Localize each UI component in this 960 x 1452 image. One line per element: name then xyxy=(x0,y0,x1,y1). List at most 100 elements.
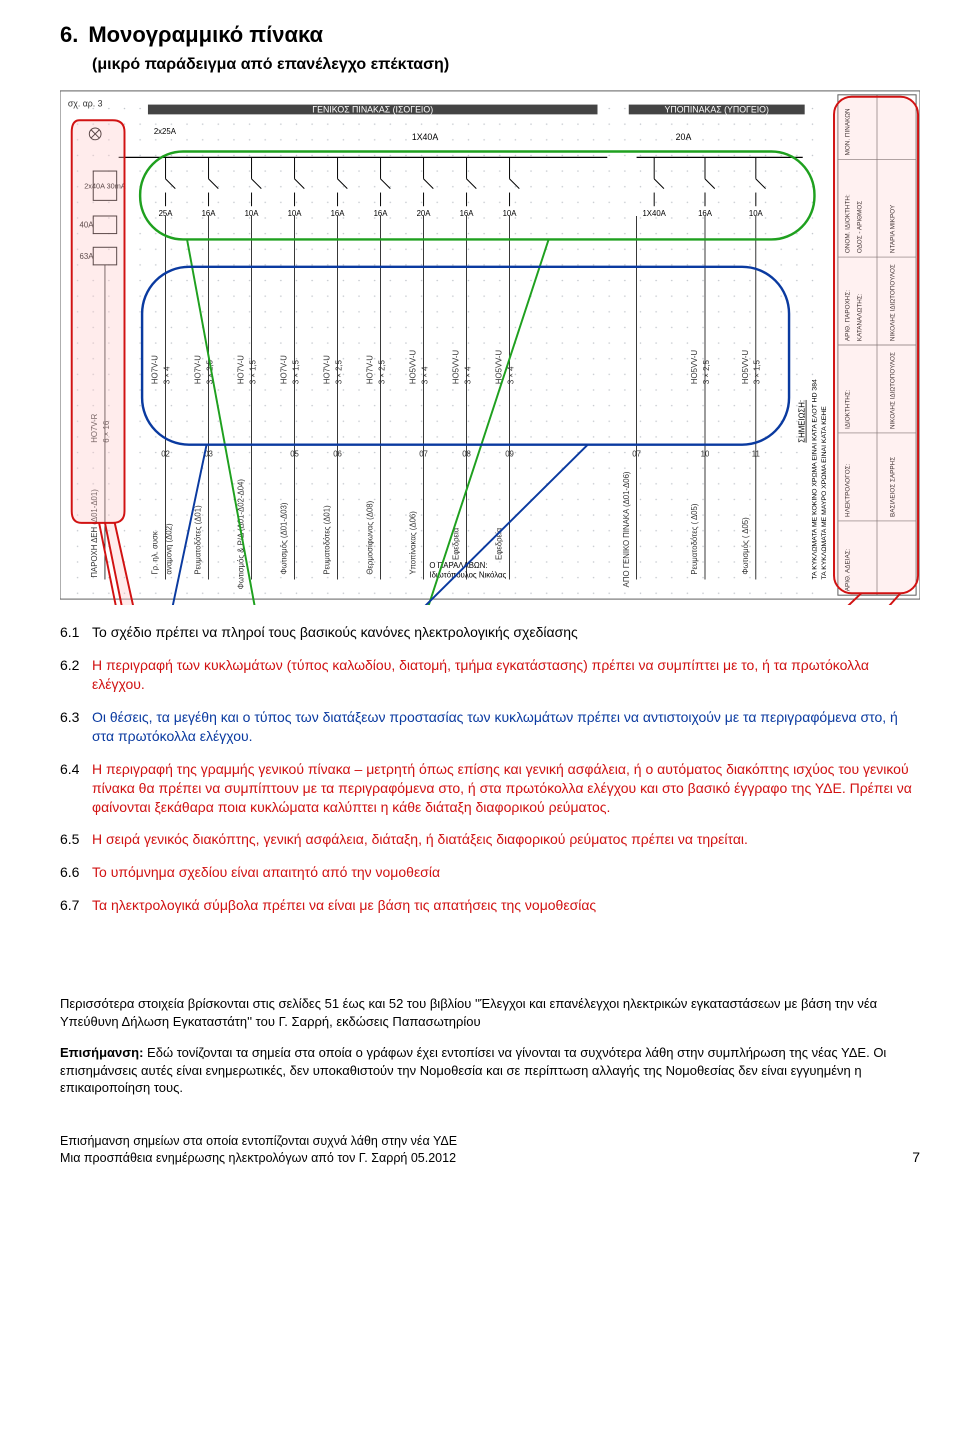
svg-text:10A: 10A xyxy=(503,209,518,218)
svg-text:3 × 4: 3 × 4 xyxy=(420,366,429,384)
svg-text:06: 06 xyxy=(333,450,342,459)
header-left: ΓΕΝΙΚΟΣ ΠΙΝΑΚΑΣ (ΙΣΟΓΕΙΟ) xyxy=(312,105,433,115)
receiver-label: Ο ΠΑΡΑΛΑΒΩΝ: xyxy=(429,561,487,570)
svg-text:3 × 1,5: 3 × 1,5 xyxy=(753,360,762,385)
notes-title: ΣΗΜΕΙΩΣΗ: xyxy=(798,400,807,443)
svg-text:Φωτισμός ( Δ05): Φωτισμός ( Δ05) xyxy=(741,517,750,575)
single-line-diagram: σχ. αρ. 3 ΓΕΝΙΚΟΣ ΠΙΝΑΚΑΣ (ΙΣΟΓΕΙΟ) ΥΠΟΠ… xyxy=(60,85,920,605)
svg-text:αναμονή (Δ02): αναμονή (Δ02) xyxy=(164,523,173,575)
footer-note: Επισήμανση: Εδώ τονίζονται τα σημεία στα… xyxy=(60,1044,920,1097)
svg-text:16A: 16A xyxy=(460,209,475,218)
drawing-number: σχ. αρ. 3 xyxy=(68,99,103,109)
page-footer: Επισήμανση σημείων στα οποία εντοπίζοντα… xyxy=(60,1133,920,1167)
clause-text: Η σειρά γενικός διακόπτης, γενική ασφάλε… xyxy=(92,830,920,849)
svg-text:3 × 1,5: 3 × 1,5 xyxy=(291,360,300,385)
clause-text: Η περιγραφή της γραμμής γενικού πίνακα –… xyxy=(92,760,920,817)
svg-text:07: 07 xyxy=(632,450,641,459)
svg-text:Ρευματοδότες (Δ01): Ρευματοδότες (Δ01) xyxy=(323,505,332,575)
svg-text:Ρευματοδότες ( Δ05): Ρευματοδότες ( Δ05) xyxy=(690,503,699,575)
svg-text:20A: 20A xyxy=(417,209,432,218)
heading-title: Μονογραμμικό πίνακα xyxy=(88,20,323,50)
svg-text:HO7V-U: HO7V-U xyxy=(280,355,289,384)
footer-note-label: Επισήμανση: xyxy=(60,1045,143,1060)
clause-list: 6.1 Το σχέδιο πρέπει να πληροί τους βασι… xyxy=(60,623,920,915)
svg-text:3 × 2,5: 3 × 2,5 xyxy=(334,360,343,385)
svg-text:08: 08 xyxy=(462,450,471,459)
clause-6-7: 6.7 Τα ηλεκτρολογικά σύμβολα πρέπει να ε… xyxy=(60,896,920,915)
clause-text: Το σχέδιο πρέπει να πληροί τους βασικούς… xyxy=(92,623,920,642)
footer-line2: Μια προσπάθεια ενημέρωσης ηλεκτρολόγων α… xyxy=(60,1150,457,1167)
feeder-label: 2x25A xyxy=(154,127,177,136)
section-heading: 6. Μονογραμμικό πίνακα xyxy=(60,20,920,50)
svg-text:HO5VV-U: HO5VV-U xyxy=(409,350,418,385)
heading-number: 6. xyxy=(60,20,78,50)
footer-line1: Επισήμανση σημείων στα οποία εντοπίζοντα… xyxy=(60,1133,457,1150)
svg-text:Ρευματοδότες (Δ01): Ρευματοδότες (Δ01) xyxy=(194,505,203,575)
red-callout-right xyxy=(834,97,918,593)
footer-left: Επισήμανση σημείων στα οποία εντοπίζοντα… xyxy=(60,1133,457,1167)
svg-text:1X40A: 1X40A xyxy=(642,209,666,218)
clause-6-4: 6.4 Η περιγραφή της γραμμής γενικού πίνα… xyxy=(60,760,920,817)
svg-text:10A: 10A xyxy=(288,209,303,218)
svg-text:HO5VV-U: HO5VV-U xyxy=(741,350,750,385)
svg-text:HO7V-U: HO7V-U xyxy=(237,355,246,384)
clause-num: 6.1 xyxy=(60,623,92,642)
page-number: 7 xyxy=(912,1148,920,1167)
svg-text:16A: 16A xyxy=(698,209,713,218)
svg-text:3 × 2,5: 3 × 2,5 xyxy=(377,360,386,385)
svg-text:HO5VV-U: HO5VV-U xyxy=(452,350,461,385)
svg-text:HO7V-U: HO7V-U xyxy=(366,355,375,384)
svg-text:07: 07 xyxy=(419,450,428,459)
ix1: 1X40A xyxy=(412,132,439,142)
svg-text:Φωτισμός (Δ01-Δ03): Φωτισμός (Δ01-Δ03) xyxy=(280,502,289,575)
svg-text:05: 05 xyxy=(290,450,299,459)
svg-text:16A: 16A xyxy=(331,209,346,218)
svg-text:3 × 1,5: 3 × 1,5 xyxy=(248,360,257,385)
footer-section: Περισσότερα στοιχεία βρίσκονται στις σελ… xyxy=(60,995,920,1097)
ix2: 20A xyxy=(676,132,692,142)
svg-text:3 × 4: 3 × 4 xyxy=(506,366,515,384)
svg-text:Υποπίνακας (Δ06): Υποπίνακας (Δ06) xyxy=(409,511,418,575)
header-right: ΥΠΟΠΙΝΑΚΑΣ (ΥΠΟΓΕΙΟ) xyxy=(665,105,770,115)
clause-num: 6.4 xyxy=(60,760,92,817)
svg-text:3 × 4: 3 × 4 xyxy=(463,366,472,384)
clause-6-2: 6.2 Η περιγραφή των κυκλωμάτων (τύπος κα… xyxy=(60,656,920,694)
clause-6-3: 6.3 Οι θέσεις, τα μεγέθη και ο τύπος των… xyxy=(60,708,920,746)
svg-text:HO7V-U: HO7V-U xyxy=(151,355,160,384)
clause-num: 6.7 xyxy=(60,896,92,915)
svg-text:ΤΑ ΚΥΚΛΩΜΑΤΑ ΜΕ ΚΟΚΙΝΟ ΧΡΩΜΑ Ε: ΤΑ ΚΥΚΛΩΜΑΤΑ ΜΕ ΚΟΚΙΝΟ ΧΡΩΜΑ ΕΙΝΑΙ ΚΑΤΑ … xyxy=(811,379,818,580)
svg-text:25A: 25A xyxy=(159,209,174,218)
svg-text:HO7V-U: HO7V-U xyxy=(194,355,203,384)
svg-text:09: 09 xyxy=(505,450,514,459)
footer-more-info: Περισσότερα στοιχεία βρίσκονται στις σελ… xyxy=(60,995,920,1030)
clause-text: Το υπόμνημα σχεδίου είναι απαιτητό από τ… xyxy=(92,863,920,882)
clause-6-1: 6.1 Το σχέδιο πρέπει να πληροί τους βασι… xyxy=(60,623,920,642)
svg-text:ΑΠΟ ΓΕΝΙΚΟ ΠΙΝΑΚΑ (Δ01-Δ06): ΑΠΟ ΓΕΝΙΚΟ ΠΙΝΑΚΑ (Δ01-Δ06) xyxy=(622,471,631,587)
receiver-name: Ιδιωτόπουλος Νικόλας xyxy=(429,571,506,580)
clause-num: 6.6 xyxy=(60,863,92,882)
svg-text:Θερμοσίφωνας (Δ08): Θερμοσίφωνας (Δ08) xyxy=(366,501,375,575)
heading-subtitle: (μικρό παράδειγμα από επανέλεγχο επέκτασ… xyxy=(92,54,920,76)
svg-text:3 × 2,5: 3 × 2,5 xyxy=(702,360,711,385)
svg-text:HO5VV-U: HO5VV-U xyxy=(690,350,699,385)
clause-num: 6.5 xyxy=(60,830,92,849)
svg-text:10A: 10A xyxy=(245,209,260,218)
clause-6-5: 6.5 Η σειρά γενικός διακόπτης, γενική ασ… xyxy=(60,830,920,849)
svg-text:10: 10 xyxy=(701,450,710,459)
clause-num: 6.2 xyxy=(60,656,92,694)
svg-text:ΤΑ ΚΥΚΛΩΜΑΤΑ ΜΕ ΜΑΥΡΟ ΧΡΩΜΑ ΕΙ: ΤΑ ΚΥΚΛΩΜΑΤΑ ΜΕ ΜΑΥΡΟ ΧΡΩΜΑ ΕΙΝΑΙ ΚΑΤΑ Κ… xyxy=(821,406,828,580)
svg-text:16A: 16A xyxy=(202,209,217,218)
svg-text:11: 11 xyxy=(752,450,760,459)
svg-text:02: 02 xyxy=(161,450,170,459)
svg-text:Γρ. ηλ. συσκ: Γρ. ηλ. συσκ xyxy=(151,531,160,575)
svg-text:HO7V-U: HO7V-U xyxy=(323,355,332,384)
clause-text: Η περιγραφή των κυκλωμάτων (τύπος καλωδί… xyxy=(92,656,920,694)
clause-6-6: 6.6 Το υπόμνημα σχεδίου είναι απαιτητό α… xyxy=(60,863,920,882)
clause-text: Τα ηλεκτρολογικά σύμβολα πρέπει να είναι… xyxy=(92,896,920,915)
svg-text:3 × 4: 3 × 4 xyxy=(162,366,171,384)
footer-note-text: Εδώ τονίζονται τα σημεία στα οποία ο γρά… xyxy=(60,1045,886,1095)
clause-text: Οι θέσεις, τα μεγέθη και ο τύπος των δια… xyxy=(92,708,920,746)
svg-text:10A: 10A xyxy=(749,209,764,218)
svg-text:16A: 16A xyxy=(374,209,389,218)
clause-num: 6.3 xyxy=(60,708,92,746)
